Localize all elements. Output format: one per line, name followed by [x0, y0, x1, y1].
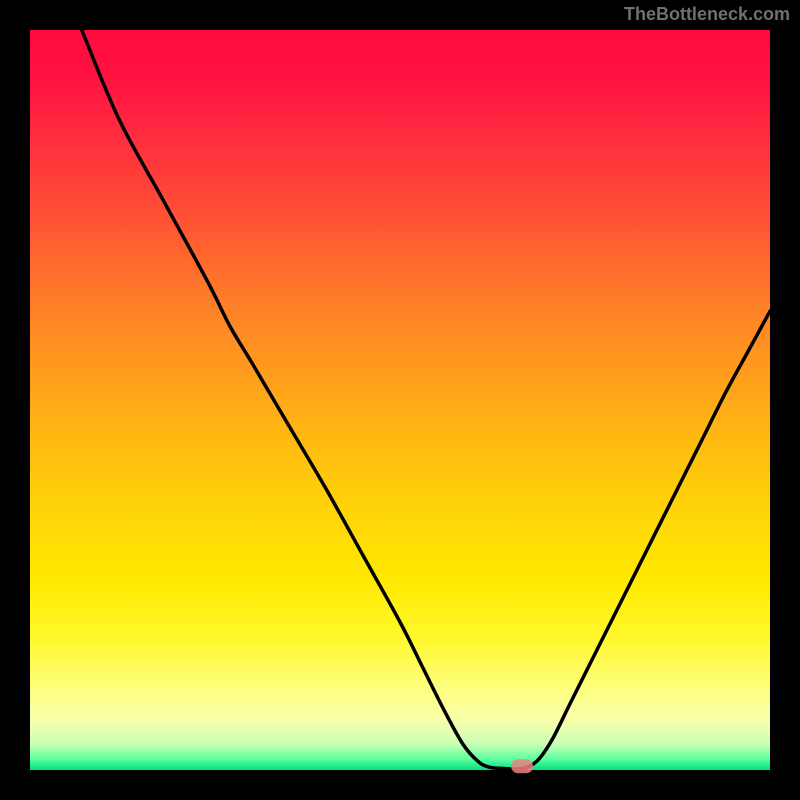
- plot-gradient-background: [30, 30, 770, 770]
- watermark-text: TheBottleneck.com: [624, 4, 790, 25]
- optimum-marker: [511, 759, 533, 773]
- chart-svg: [0, 0, 800, 800]
- chart-container: TheBottleneck.com: [0, 0, 800, 800]
